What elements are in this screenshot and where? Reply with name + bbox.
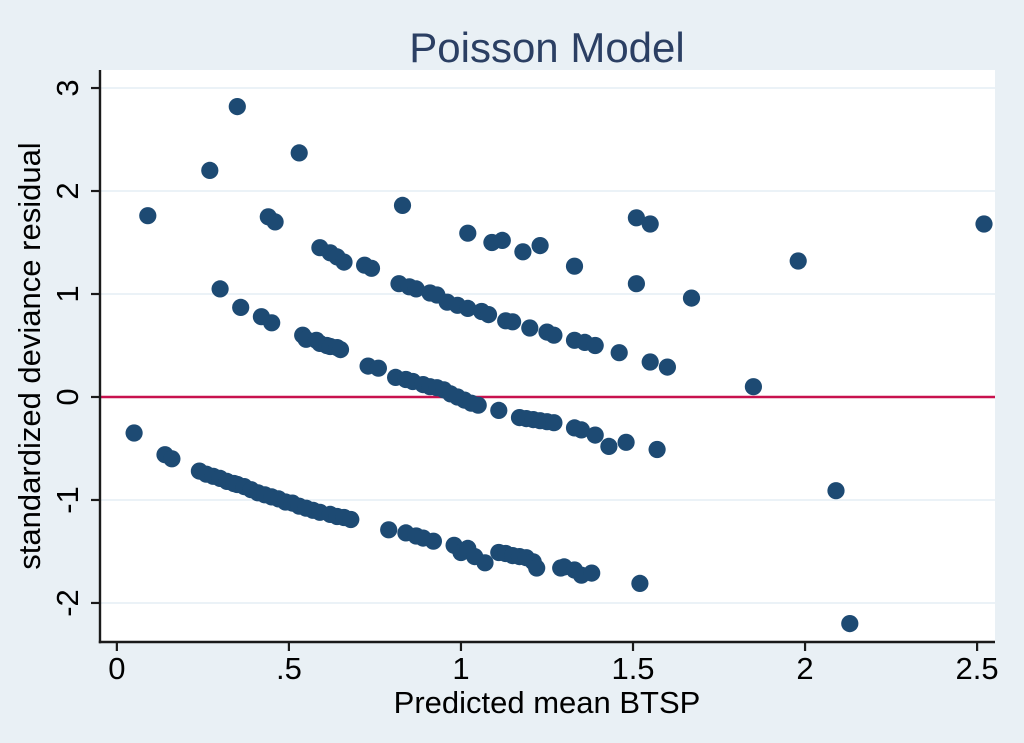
tick-labels: 0 .5 1 1.5 2 2.5 3 2 1 0 -1 -2 [50,79,999,686]
data-point [232,298,250,316]
data-point [841,615,859,633]
data-point [393,196,412,214]
data-point [648,440,666,459]
y-axis-title: standardized deviance residual [12,142,47,569]
data-point [469,396,487,414]
data-point [744,378,763,396]
data-point [125,424,143,442]
x-tick-label: 1 [452,651,469,686]
data-point [627,275,646,293]
data-point [617,433,635,451]
data-point [139,207,157,225]
y-tick-label: 1 [50,285,85,302]
data-point [531,237,549,255]
tick-marks [91,86,979,651]
data-point [627,209,646,227]
data-point [545,326,563,344]
data-point [610,344,628,362]
data-point [521,319,539,337]
axes [98,70,995,644]
chart-title: Poisson Model [409,24,684,71]
data-point [369,359,387,377]
scatter-points [125,98,993,633]
data-point [658,358,677,376]
data-point [459,299,477,317]
series-band-upper [311,239,677,376]
y-tick-label: -2 [50,589,85,617]
data-point [586,336,604,355]
data-point [490,401,508,419]
y-tick-label: 2 [50,182,85,199]
data-point [263,314,281,332]
data-point [641,215,659,233]
data-point [631,574,649,593]
data-point [789,252,807,270]
data-point [342,510,360,529]
data-point [975,215,993,233]
series-high-count-residuals [139,98,993,633]
y-tick-label: 0 [50,388,85,405]
data-point [572,421,591,439]
y-tick-label: 3 [50,79,85,96]
data-point [228,98,246,116]
series-band-lower [125,424,649,593]
x-axis-title: Predicted mean BTSP [394,685,701,720]
data-point [266,213,284,231]
data-point [827,482,845,500]
data-point [201,161,219,179]
series-band-middle [211,280,666,459]
data-point [682,289,701,307]
data-point [380,521,398,539]
data-point [163,450,181,468]
data-point [476,554,494,572]
data-point [407,280,425,298]
data-point [641,353,659,371]
x-tick-label: 1.5 [611,651,654,686]
data-point [424,532,442,550]
data-point [583,564,601,582]
data-point [331,341,350,359]
data-point [528,559,546,577]
data-point [600,437,618,455]
data-point [545,414,563,432]
data-point [290,144,308,162]
data-point [503,313,522,331]
data-point [514,243,532,261]
data-point [586,426,604,444]
x-tick-label: .5 [276,651,302,686]
x-tick-label: 2.5 [956,651,999,686]
data-point [335,253,353,271]
y-tick-label: -1 [50,486,85,514]
data-point [362,259,381,277]
plot-area-background [100,70,995,642]
data-point [459,224,477,242]
data-point [493,231,511,249]
data-point [565,257,584,275]
data-point [479,306,498,324]
x-tick-label: 0 [108,651,125,686]
data-point [211,280,229,298]
x-tick-label: 2 [796,651,813,686]
